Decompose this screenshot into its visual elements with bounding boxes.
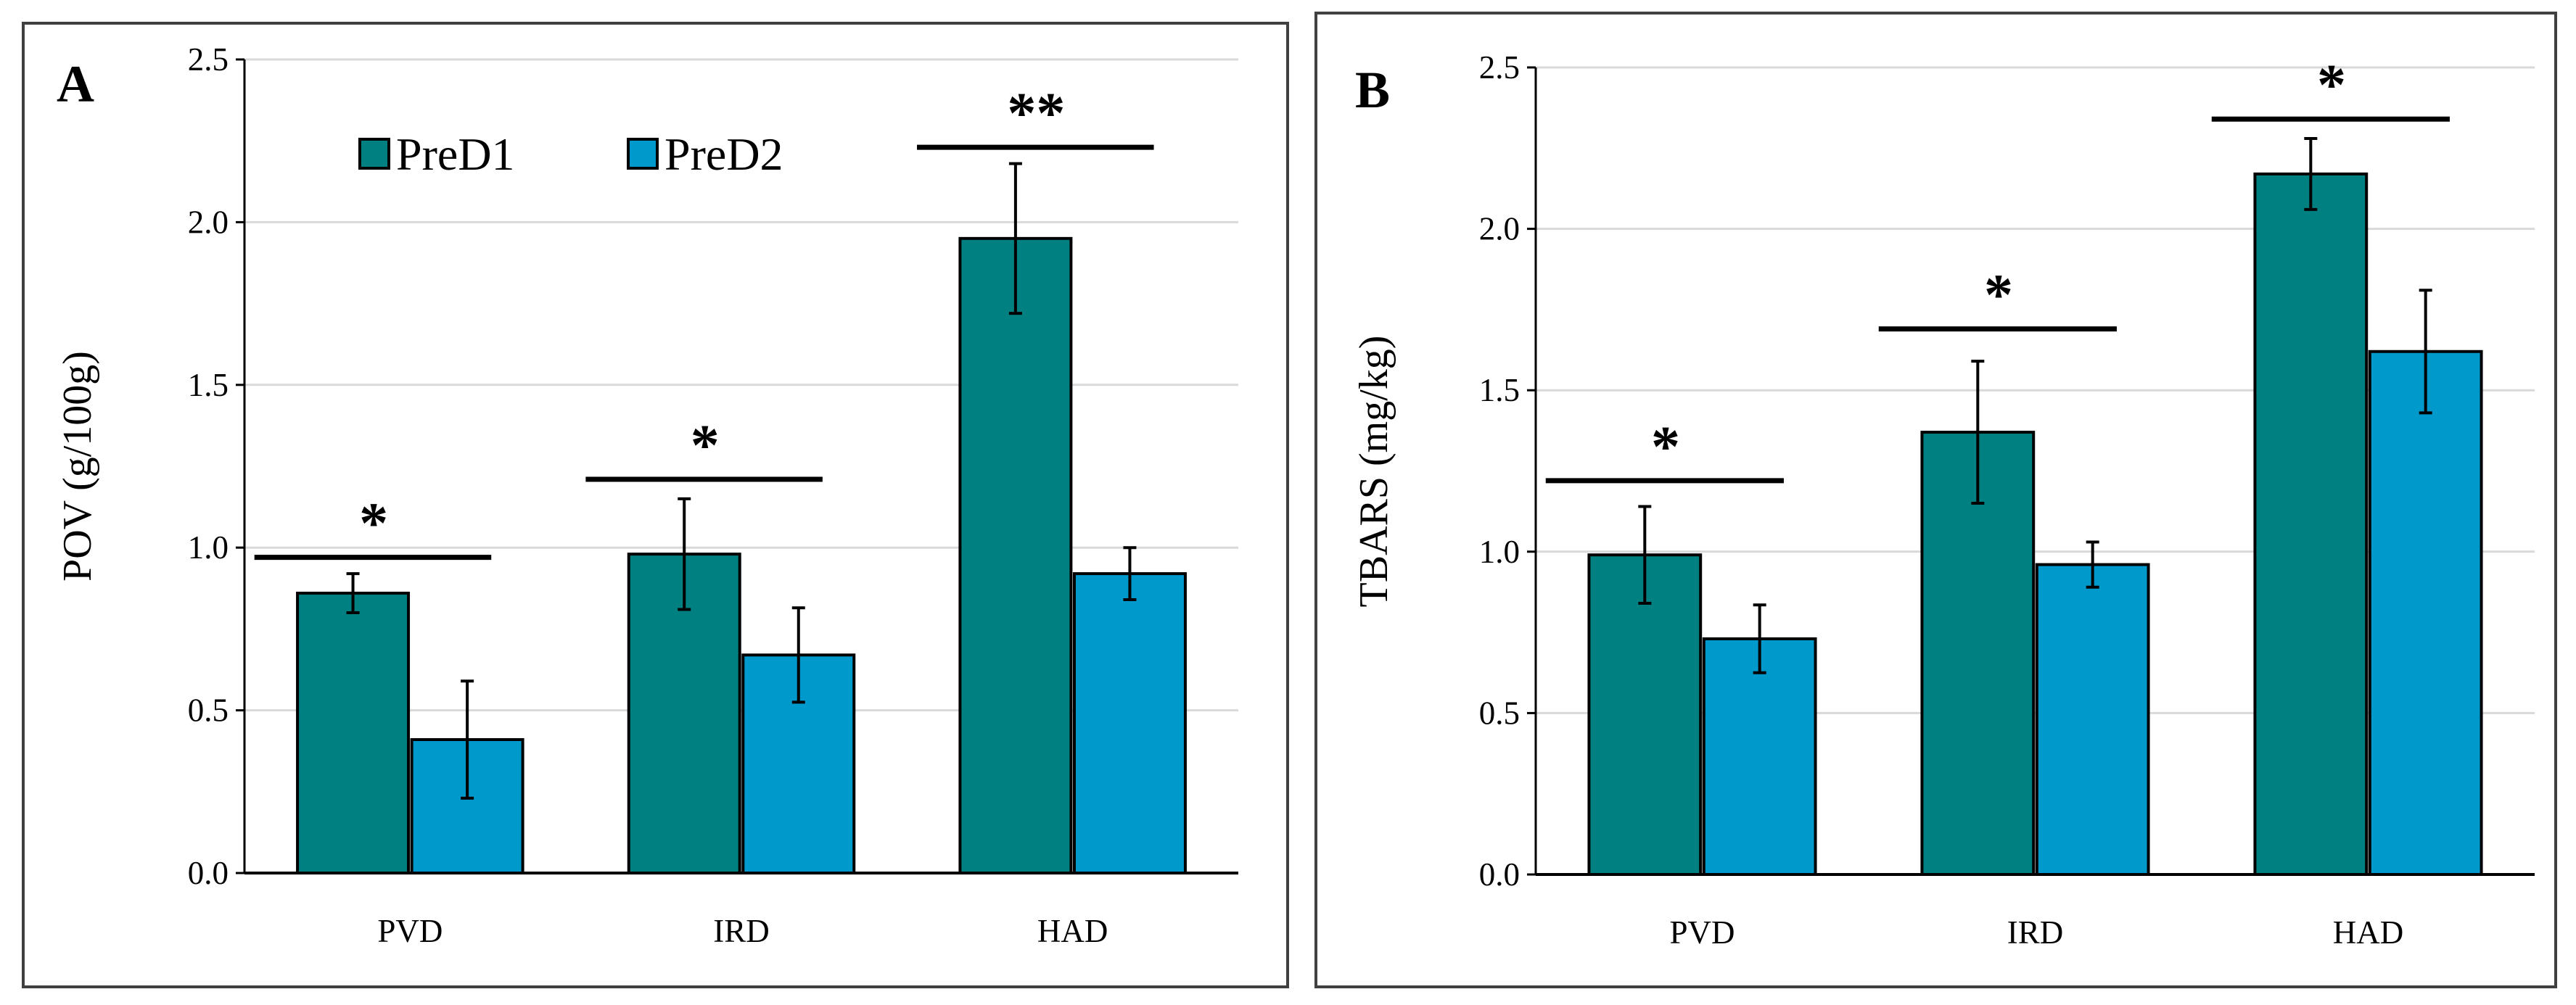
y-axis-label: POV (g/100g) — [55, 351, 100, 582]
chart-panel-b: 0.0 0.5 1.0 1.5 2.0 2.5 PVD IRD HAD * * * B TBARS (mg… — [1314, 12, 2557, 988]
x-tick-label: IRD — [2007, 914, 2064, 951]
y-tick-label: 1.5 — [188, 367, 229, 403]
y-tick-label: 2.5 — [188, 41, 229, 78]
x-tick-label: PVD — [377, 913, 443, 949]
bar-pred2-ird — [741, 653, 856, 875]
significance-marker: * — [691, 414, 720, 478]
y-tick-label: 2.0 — [1479, 211, 1520, 247]
y-axis-label: TBARS (mg/kg) — [1351, 336, 1396, 608]
y-tick-label: 2.0 — [188, 204, 229, 240]
panel-label: A — [57, 55, 94, 113]
y-tick-label: 0.0 — [188, 855, 229, 891]
x-tick-label: HAD — [1037, 913, 1108, 949]
y-tick-label: 0.5 — [188, 692, 229, 729]
bar-pred1-had — [2253, 172, 2369, 876]
significance-marker: ** — [1007, 82, 1065, 146]
y-tick-label: 0.5 — [1479, 695, 1520, 731]
significance-marker: * — [359, 492, 388, 556]
bar-pred2-ird — [2035, 563, 2150, 876]
legend-swatch-pred2 — [627, 138, 659, 170]
bar-pred2-had — [1072, 572, 1187, 874]
x-tick-label: HAD — [2333, 914, 2404, 951]
bar-pred1-ird — [1920, 431, 2036, 876]
bar-pred1-pvd — [296, 592, 411, 874]
bar-pred2-had — [2368, 350, 2483, 876]
x-tick-label: IRD — [713, 913, 770, 949]
significance-marker: * — [2317, 54, 2346, 117]
bar-pred2-pvd — [1702, 637, 1817, 877]
y-tick-label: 1.0 — [1479, 534, 1520, 570]
y-tick-label: 1.0 — [188, 529, 229, 566]
x-tick-label: PVD — [1669, 914, 1735, 951]
y-tick-label: 1.5 — [1479, 372, 1520, 408]
panel-label: B — [1355, 61, 1390, 119]
significance-marker: * — [1984, 264, 2013, 328]
legend-label-pred1: PreD1 — [396, 128, 515, 180]
y-tick-label: 2.5 — [1479, 49, 1520, 86]
legend-label-pred2: PreD2 — [664, 128, 783, 180]
bar-pred1-had — [958, 236, 1073, 874]
y-tick-label: 0.0 — [1479, 856, 1520, 893]
bar-pred1-pvd — [1587, 553, 1703, 876]
significance-marker: * — [1651, 415, 1680, 479]
legend-swatch-pred1 — [358, 138, 390, 170]
